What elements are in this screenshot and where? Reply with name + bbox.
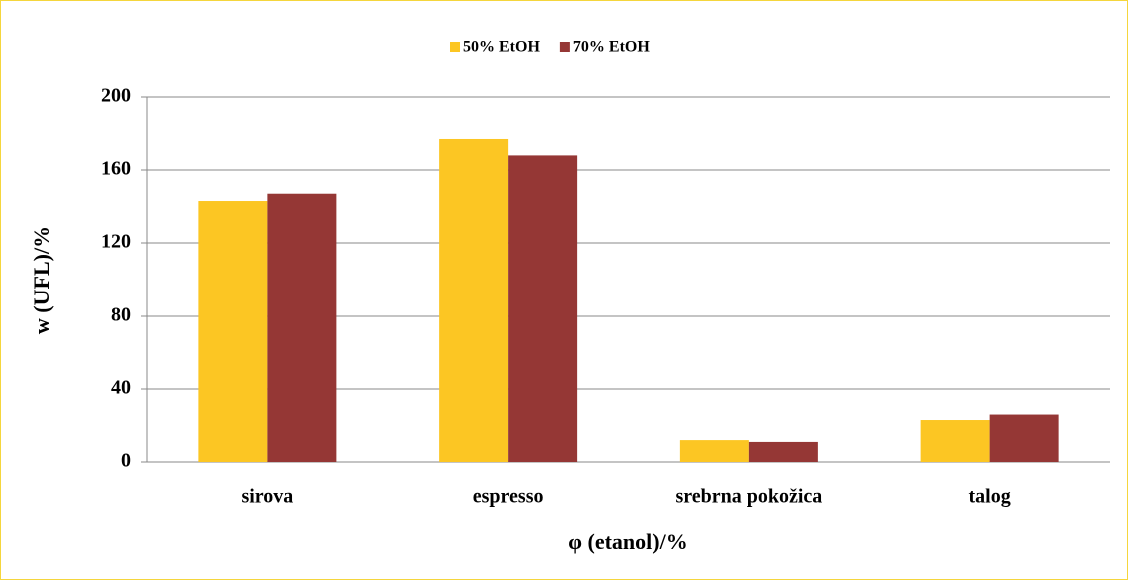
y-tick-label: 120 [101, 231, 131, 253]
x-tick-label: talog [969, 486, 1011, 508]
legend-swatch [450, 42, 460, 52]
bar [267, 193, 337, 462]
bar [748, 441, 818, 462]
y-tick-label: 160 [101, 158, 131, 180]
bar [989, 414, 1059, 462]
y-tick-label: 40 [111, 377, 131, 399]
x-axis-title: φ (etanol)/% [568, 529, 687, 554]
legend-swatch [559, 42, 570, 52]
bar [920, 420, 990, 462]
bar [508, 155, 578, 462]
bar [439, 138, 509, 462]
legend-label: 50% EtOH [463, 39, 540, 56]
y-tick-label: 0 [121, 450, 131, 472]
y-tick-label: 200 [101, 85, 131, 107]
bar [198, 201, 268, 462]
y-tick-label: 80 [111, 304, 131, 326]
x-tick-label: srebrna pokožica [675, 486, 822, 508]
x-tick-label: sirova [241, 486, 293, 508]
bar [679, 440, 749, 462]
legend-label: 70% EtOH [573, 39, 650, 56]
x-tick-label: espresso [473, 486, 544, 508]
y-axis-title: w (UFL)/% [29, 226, 54, 334]
